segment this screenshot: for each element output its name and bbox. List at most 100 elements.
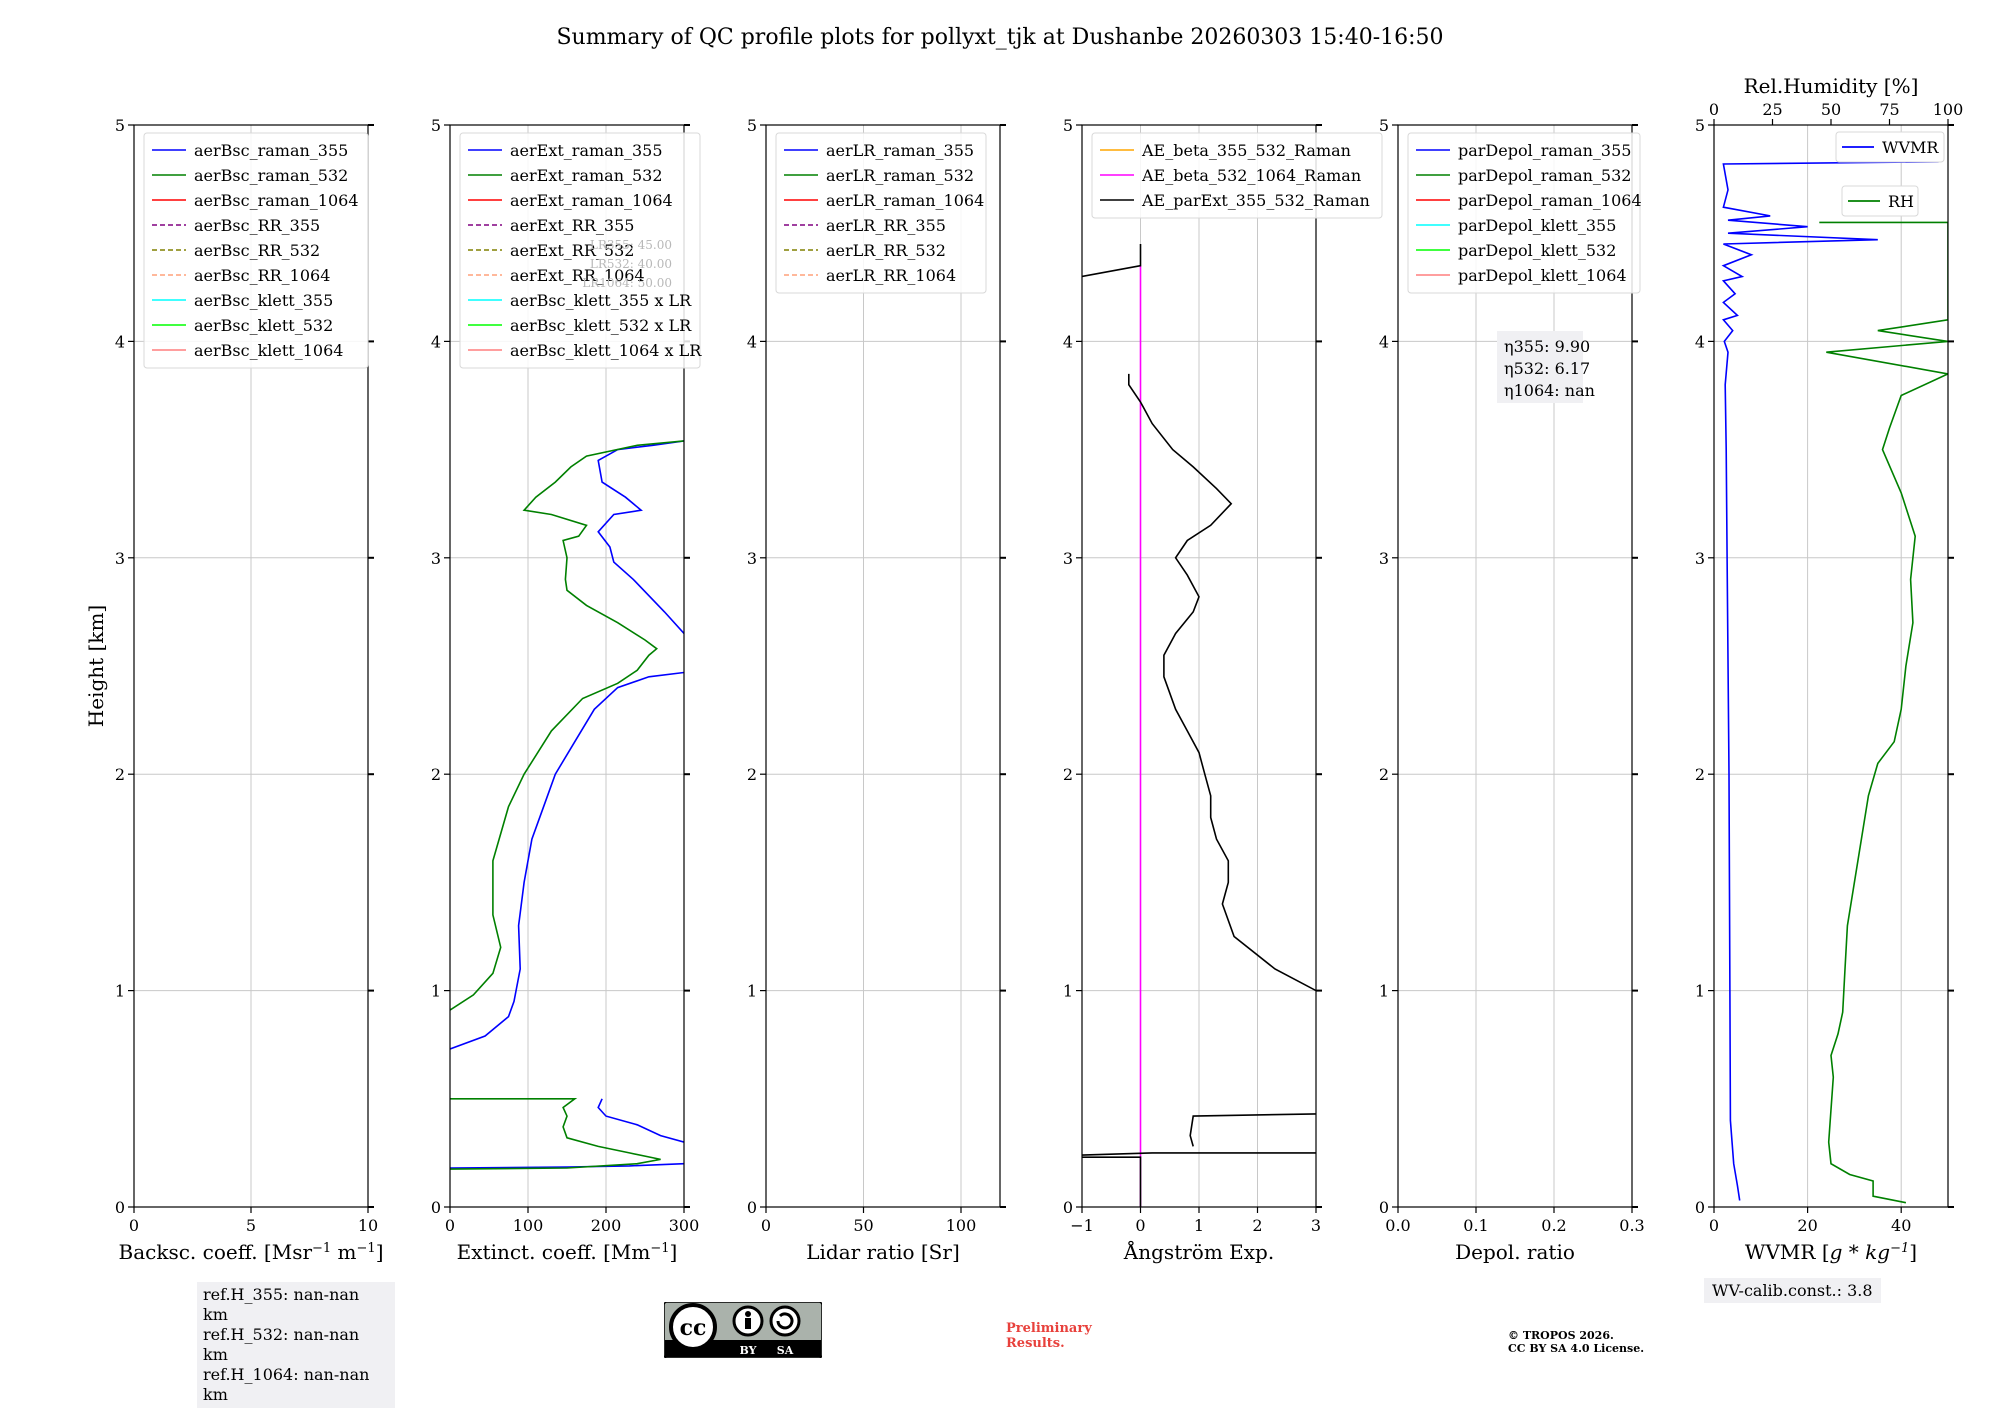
x-axis-label: Backsc. coeff. [Msr−1 m−1] (119, 1240, 384, 1264)
ytick-label-1: 1 (747, 982, 757, 1001)
x-axis-label: WVMR [g * kg−1] (1745, 1240, 1917, 1264)
ytick-label-5: 5 (747, 116, 757, 135)
axes-frame (449, 124, 685, 1208)
legend-label-parDepol_klett_532: parDepol_klett_532 (1458, 241, 1616, 260)
ytick-label-0: 0 (115, 1198, 125, 1217)
eta-annotation-1: η532: 6.17 (1504, 359, 1590, 378)
x-axis-label: Depol. ratio (1455, 1240, 1575, 1264)
x-axis-label-part: ] (376, 1240, 384, 1264)
legend-label-aerLR_raman_355: aerLR_raman_355 (826, 141, 974, 160)
legend-label-aerLR_RR_1064: aerLR_RR_1064 (826, 266, 956, 285)
legend-label-aerLR_RR_532: aerLR_RR_532 (826, 241, 946, 260)
wv-calib-box: WV-calib.const.: 3.8 (1704, 1278, 1881, 1303)
xtick-label-1: 0 (1135, 1216, 1145, 1235)
legend-label-RH: RH (1888, 192, 1914, 211)
xtick-label-2: 40 (1891, 1216, 1911, 1235)
eta-annotation-0: η355: 9.90 (1504, 337, 1590, 356)
ref-heights-box: ref.H_355: nan-nan km ref.H_532: nan-nan… (197, 1282, 395, 1408)
legend-label-aerLR_raman_1064: aerLR_raman_1064 (826, 191, 984, 210)
axes-frame (1397, 124, 1633, 1208)
copyright-line-2: CC BY SA 4.0 License. (1508, 1342, 1645, 1355)
x-axis-label-part: −1 (1890, 1241, 1909, 1256)
ytick-label-2: 2 (431, 765, 441, 784)
xtick-label-0: 0 (445, 1216, 455, 1235)
xtick-label-4: 3 (1311, 1216, 1321, 1235)
eta-box (1497, 331, 1583, 403)
xtick-label-2: 1 (1194, 1216, 1204, 1235)
x-axis-label: Ångström Exp. (1123, 1239, 1274, 1264)
xtick-label-0: −1 (1070, 1216, 1094, 1235)
legend-label-WVMR: WVMR (1882, 138, 1939, 157)
ytick-label-4: 4 (1695, 332, 1705, 351)
wv-calib-text: WV-calib.const.: 3.8 (1712, 1281, 1873, 1300)
qc-profile-figure: Summary of QC profile plots for pollyxt_… (84, 25, 1963, 1264)
ref-height-532: ref.H_532: nan-nan km (203, 1325, 360, 1364)
ytick-label-0: 0 (1695, 1198, 1705, 1217)
legend-label-AE_parExt_355_532_Raman: AE_parExt_355_532_Raman (1141, 191, 1370, 210)
xtick-label-1: 0.1 (1463, 1216, 1488, 1235)
top-axis-label: Rel.Humidity [%] (1744, 74, 1919, 98)
x-axis-label-part: ] (670, 1240, 678, 1264)
ytick-label-1: 1 (115, 982, 125, 1001)
series-aerExt_raman_355-seg-1 (597, 440, 684, 635)
figure-title: Summary of QC profile plots for pollyxt_… (556, 25, 1443, 50)
preliminary-line-2: Results. (1006, 1336, 1065, 1351)
series-AE_parExt_355_532_Raman-seg-2 (1189, 1113, 1316, 1147)
ytick-label-1: 1 (1695, 982, 1705, 1001)
legend-label-parDepol_raman_1064: parDepol_raman_1064 (1458, 191, 1642, 210)
legend-label-aerBsc_raman_355: aerBsc_raman_355 (194, 141, 348, 160)
xtick-label-3: 2 (1252, 1216, 1262, 1235)
cc-license-icon: cc BY SA (664, 1302, 822, 1358)
top-xtick-label-0: 0 (1709, 100, 1719, 119)
legend-label-aerBsc_klett_532: aerBsc_klett_532 (194, 316, 333, 335)
legend-label-aerExt_raman_1064: aerExt_raman_1064 (510, 191, 673, 210)
legend-label-aerBsc_klett_1064: aerBsc_klett_1064 (194, 341, 343, 360)
x-axis-label-part: g (1830, 1240, 1843, 1264)
series-WVMR-seg-0 (1721, 161, 1939, 1201)
top-xtick-label-2: 50 (1821, 100, 1841, 119)
panel-depolarization: 0 1 2 3 4 5 0.0 0.1 0.2 0.3 Depol. ratio parDepol_r… (1379, 116, 1645, 1264)
legend-label-aerLR_raman_532: aerLR_raman_532 (826, 166, 974, 185)
copyright-note: © TROPOS 2026. CC BY SA 4.0 License. (1508, 1329, 1644, 1355)
x-axis-label-part: −1 (650, 1241, 669, 1256)
xtick-label-1: 50 (853, 1216, 873, 1235)
ytick-label-4: 4 (115, 332, 125, 351)
xtick-label-3: 0.3 (1619, 1216, 1644, 1235)
legend-label-aerBsc_RR_355: aerBsc_RR_355 (194, 216, 320, 235)
xtick-label-0: 0 (761, 1216, 771, 1235)
legend-label-aerBsc_RR_1064: aerBsc_RR_1064 (194, 266, 330, 285)
legend-label-aerBsc_klett_1064 x LR: aerBsc_klett_1064 x LR (510, 341, 702, 360)
top-xtick-label-1: 25 (1762, 100, 1782, 119)
ytick-label-4: 4 (431, 332, 441, 351)
legend-label-aerBsc_RR_532: aerBsc_RR_532 (194, 241, 320, 260)
legend-label-parDepol_klett_355: parDepol_klett_355 (1458, 216, 1616, 235)
xtick-label-1: 20 (1797, 1216, 1817, 1235)
legend-label-aerExt_RR_532: aerExt_RR_532 (510, 241, 634, 260)
copyright-line-1: © TROPOS 2026. (1508, 1329, 1614, 1342)
x-axis-label-part: Backsc. coeff. [Msr (119, 1240, 313, 1264)
ytick-label-0: 0 (431, 1198, 441, 1217)
ytick-label-4: 4 (1379, 332, 1389, 351)
x-axis-label-part: −1 (312, 1241, 331, 1256)
x-axis-label-part: m (331, 1240, 356, 1264)
x-axis-label-part: ] (1909, 1240, 1917, 1264)
series-aerExt_raman_355-seg-0 (450, 671, 684, 1050)
x-axis-label-part: Extinct. coeff. [Mm (457, 1240, 651, 1264)
xtick-label-2: 0.2 (1541, 1216, 1566, 1235)
xtick-label-2: 200 (591, 1216, 622, 1235)
ref-height-355: ref.H_355: nan-nan km (203, 1285, 360, 1324)
ytick-label-0: 0 (747, 1198, 757, 1217)
legend-label-aerExt_raman_355: aerExt_raman_355 (510, 141, 663, 160)
legend-label-parDepol_raman_355: parDepol_raman_355 (1458, 141, 1631, 160)
x-axis-label-part: −1 (357, 1241, 376, 1256)
xtick-label-1: 5 (246, 1216, 256, 1235)
legend-label-aerBsc_klett_355 x LR: aerBsc_klett_355 x LR (510, 291, 692, 310)
legend-label-aerExt_RR_355: aerExt_RR_355 (510, 216, 634, 235)
xtick-label-2: 10 (358, 1216, 378, 1235)
legend-label-aerBsc_raman_1064: aerBsc_raman_1064 (194, 191, 359, 210)
top-xtick-label-3: 75 (1879, 100, 1899, 119)
